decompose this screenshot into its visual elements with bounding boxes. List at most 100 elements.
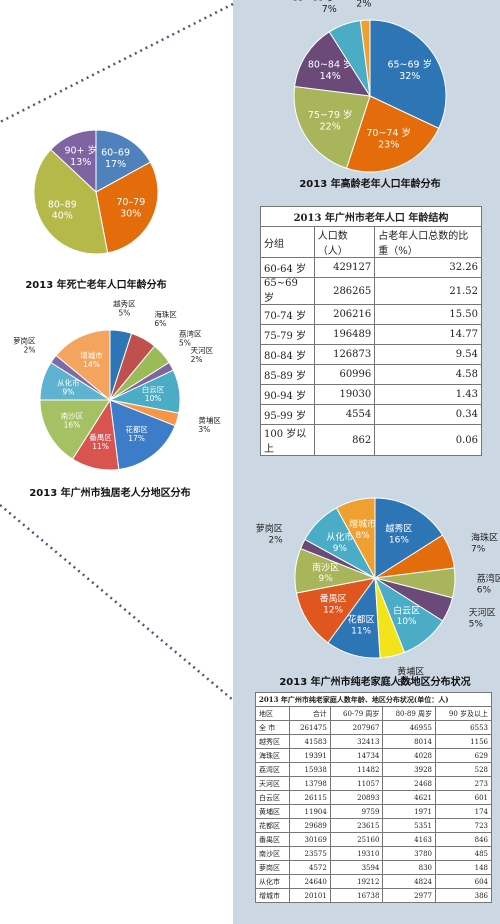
table-row: 越秀区 41583 32413 8014 1156 (255, 734, 492, 749)
slice-label: 白云区 (393, 604, 420, 616)
table-cell: 25160 (329, 832, 384, 847)
table-cell: 32.26 (374, 257, 482, 278)
table-cell: 14.77 (374, 324, 482, 345)
table-cell: 286265 (313, 277, 376, 305)
table-cell: 9.54 (374, 344, 482, 365)
slice-label: 荔湾区 (477, 573, 500, 585)
slice-label: 80~84 岁 (308, 59, 353, 71)
pie-slice (109, 399, 176, 471)
table-cell: 429127 (313, 257, 376, 278)
table-cell: 604 (435, 874, 492, 889)
header-cell: 人口数（人） (313, 226, 376, 258)
table-cell: 60996 (313, 364, 376, 385)
pie-slice (369, 19, 447, 130)
table-cell: 13798 (288, 776, 331, 791)
chart-title: 2013 年高龄老年人口年龄分布 (299, 177, 440, 190)
slice-value: 5% (118, 309, 130, 318)
slice-value: 16% (389, 535, 409, 545)
table-cell: 全 市 (255, 720, 290, 735)
table-cell: 386 (435, 888, 492, 903)
slice-label: 海珠区 (471, 532, 498, 544)
table-row: 从化市 24640 19212 4824 604 (255, 874, 492, 889)
slice-value: 23% (378, 139, 399, 150)
header-cell: 合计 (288, 706, 331, 721)
table-cell: 85-89 岁 (260, 364, 315, 385)
slice-value: 8% (356, 531, 371, 541)
table-cell: 9759 (329, 804, 384, 819)
table-cell: 29689 (288, 818, 331, 833)
header-row: 地区 合计 60-79 周岁 80-89 周岁 90 岁及以上 (255, 706, 492, 721)
slice-label: 85~89 岁 (292, 0, 337, 4)
table: 2013 年广州市纯老家庭人数年龄、地区分布状况(单位：人) 地区 合计 60-79 … (255, 692, 492, 903)
table-cell: 4824 (382, 874, 436, 889)
chart-title: 2013 年广州市独居老人分地区分布 (29, 486, 190, 499)
slice-value: 22% (320, 121, 341, 132)
table-cell: 海珠区 (255, 748, 290, 763)
table-row: 增城市 20101 16738 2977 386 (255, 888, 492, 903)
slice-label: 南沙区 (61, 410, 84, 420)
slice-label: 花都区 (125, 424, 148, 434)
table-row: 75-79 岁 196489 14.77 (260, 324, 482, 345)
slice-value: 5% (469, 619, 484, 629)
table-cell: 126873 (313, 344, 376, 365)
table-cell: 273 (435, 776, 492, 791)
header-cell: 分组 (260, 226, 315, 258)
table-cell: 206216 (313, 304, 376, 325)
table-cell: 2468 (382, 776, 436, 791)
table-cell: 846 (435, 832, 492, 847)
table-cell: 4028 (382, 748, 436, 763)
slice-value: 5% (397, 678, 412, 688)
table-cell: 629 (435, 748, 492, 763)
table-cell: 1156 (435, 734, 492, 749)
table-cell: 1.43 (374, 384, 482, 405)
table-cell: 32413 (329, 734, 384, 749)
slice-label: 白云区 (142, 384, 165, 394)
table-cell: 95-99 岁 (260, 404, 315, 425)
table-cell: 21.52 (374, 277, 482, 305)
slice-value: 17% (105, 159, 126, 170)
table-cell: 41583 (288, 734, 331, 749)
table-row: 90-94 岁 19030 1.43 (260, 384, 482, 405)
slice-label: 越秀区 (113, 299, 136, 309)
table-row: 70-74 岁 206216 15.50 (260, 304, 482, 325)
table-cell: 11482 (329, 762, 384, 777)
pie-slice (50, 129, 97, 194)
pie-slice (374, 497, 444, 579)
table-cell: 23615 (329, 818, 384, 833)
table-cell: 8014 (382, 734, 436, 749)
table-row: 白云区 26115 20893 4621 601 (255, 790, 492, 805)
slice-value: 12% (323, 605, 343, 615)
table-cell: 862 (313, 424, 376, 456)
table-cell: 100 岁以上 (260, 424, 315, 456)
age-table: 2013 年广州市老年人口 年龄结构 分组 人口数（人） 占老年人口总数的比重（%） 6… (260, 206, 482, 456)
table-row: 天河区 13798 11057 2468 273 (255, 776, 492, 791)
table-row: 65~69 岁 286265 21.52 (260, 277, 482, 305)
district-table: 2013 年广州市纯老家庭人数年龄、地区分布状况(单位：人) 地区 合计 60-79 … (255, 692, 492, 903)
table-cell: 30169 (288, 832, 331, 847)
slice-value: 6% (154, 319, 166, 328)
slice-value: 16% (64, 420, 81, 429)
table-cell: 3780 (382, 846, 436, 861)
pie-slice (359, 19, 371, 97)
table-cell: 14734 (329, 748, 384, 763)
table-cell: 1971 (382, 804, 436, 819)
slice-value: 6% (477, 585, 492, 595)
slice-value: 40% (52, 211, 73, 222)
dotted-line (0, 504, 234, 701)
table-row: 95-99 岁 4554 0.34 (260, 404, 482, 425)
table-cell: 黄埔区 (255, 804, 290, 819)
table-cell: 46955 (382, 720, 436, 735)
slice-label: 天河区 (469, 607, 496, 619)
table-cell: 荔湾区 (255, 762, 290, 777)
table-cell: 65~69 岁 (260, 277, 315, 305)
slice-value: 9% (333, 544, 348, 554)
table-cell: 15938 (288, 762, 331, 777)
table-cell: 4572 (288, 860, 331, 875)
table: 2013 年广州市老年人口 年龄结构 分组 人口数（人） 占老年人口总数的比重（%） 6… (260, 206, 482, 456)
slice-label: 增城市 (349, 518, 376, 530)
slice-label: 番禺区 (89, 432, 112, 442)
table-cell: 南沙区 (255, 846, 290, 861)
table-cell: 番禺区 (255, 832, 290, 847)
slice-value: 2% (356, 0, 371, 9)
table-cell: 723 (435, 818, 492, 833)
